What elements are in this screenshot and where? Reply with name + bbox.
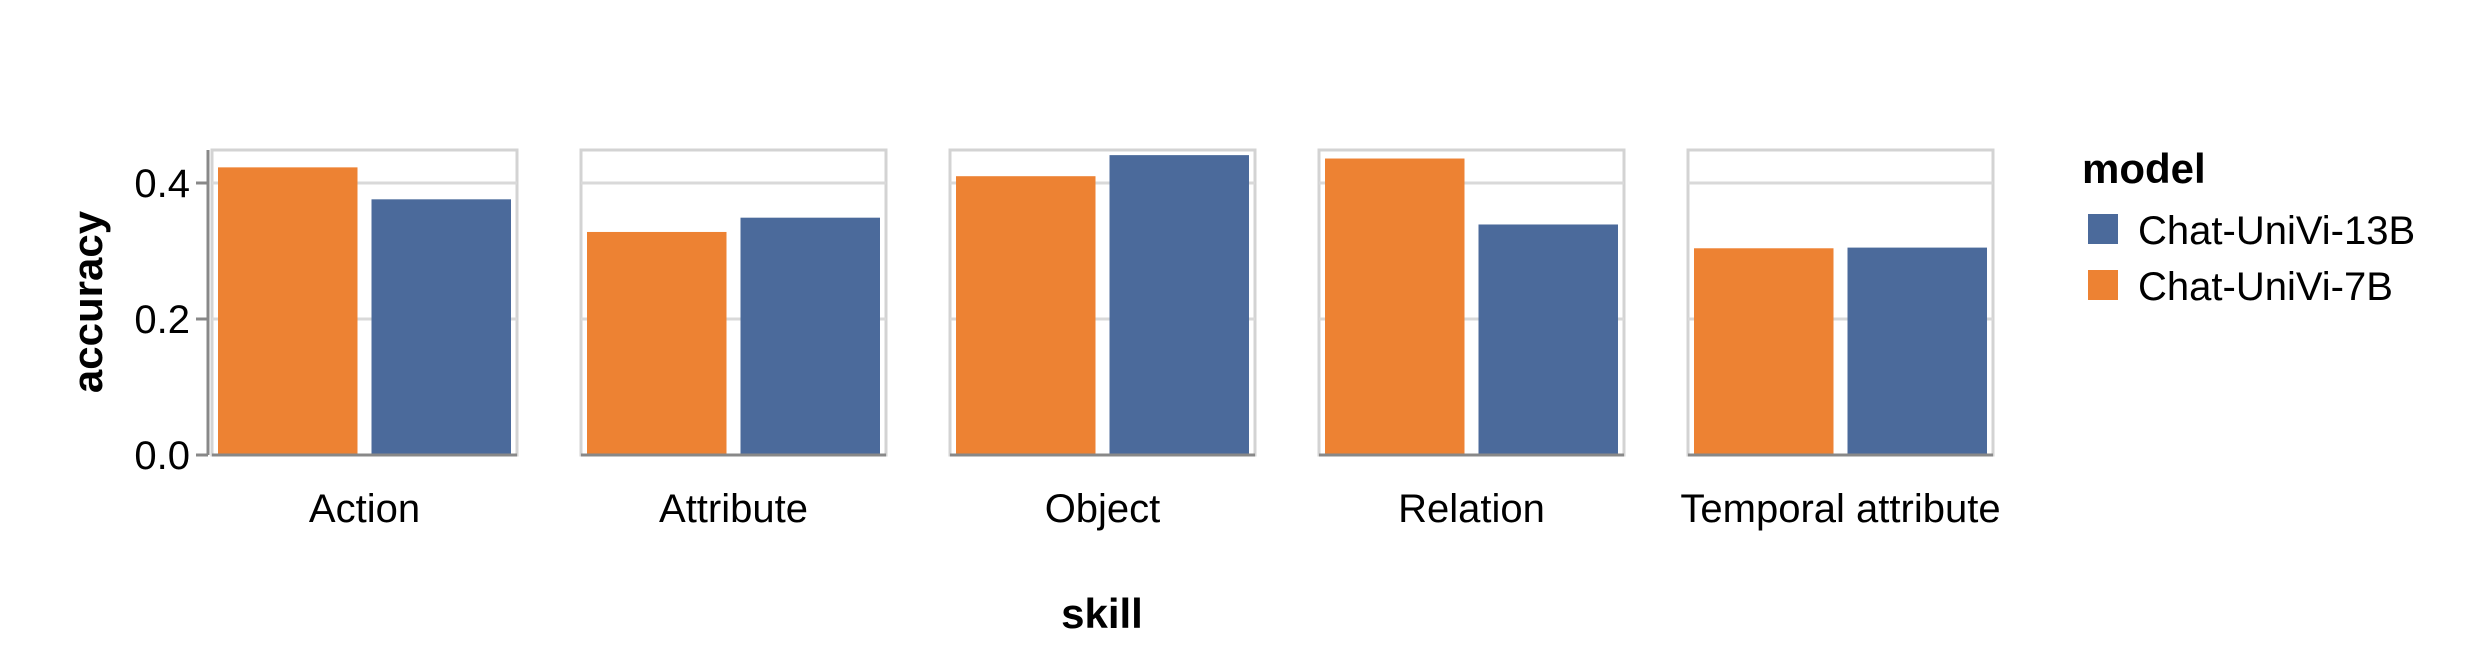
facet-object: Object — [948, 148, 1257, 531]
y-tick-label: 0.2 — [134, 298, 190, 342]
x-tick-label: Object — [1045, 487, 1161, 531]
y-tick-label: 0.4 — [134, 162, 190, 206]
legend-label-chat-univi-7b: Chat-UniVi-7B — [2138, 265, 2393, 309]
x-axis-title: skill — [1061, 590, 1143, 637]
facet-relation: Relation — [1317, 148, 1626, 531]
legend-title: model — [2082, 145, 2206, 192]
legend-swatch-chat-univi-13b — [2088, 214, 2118, 244]
facet-attribute: Attribute — [579, 148, 888, 531]
bar-action-chat-univi-7b — [218, 167, 358, 456]
x-tick-label: Relation — [1398, 487, 1545, 531]
x-tick-label: Temporal attribute — [1680, 487, 2000, 531]
y-axis-title: accuracy — [64, 210, 111, 393]
x-tick-label: Action — [309, 487, 420, 531]
bar-temporal-attribute-chat-univi-13b — [1847, 247, 1987, 455]
bar-attribute-chat-univi-13b — [740, 217, 880, 455]
bar-relation-chat-univi-13b — [1478, 224, 1618, 455]
bar-action-chat-univi-13b — [371, 199, 511, 455]
x-tick-label: Attribute — [659, 487, 808, 531]
legend-swatch-chat-univi-7b — [2088, 270, 2118, 300]
bar-object-chat-univi-7b — [956, 176, 1096, 455]
bar-temporal-attribute-chat-univi-7b — [1694, 248, 1834, 455]
bar-relation-chat-univi-7b — [1325, 158, 1465, 455]
y-axis: 0.0 0.2 0.4 — [134, 150, 210, 478]
facet-temporal-attribute: Temporal attribute — [1680, 148, 2001, 531]
bar-object-chat-univi-13b — [1109, 155, 1249, 455]
facet-panels: Action Attribute Object Relation Temporal at… — [210, 148, 2001, 531]
bar-attribute-chat-univi-7b — [587, 231, 727, 455]
legend-label-chat-univi-13b: Chat-UniVi-13B — [2138, 209, 2415, 253]
y-tick-label: 0.0 — [134, 434, 190, 478]
legend: model Chat-UniVi-13B Chat-UniVi-7B — [2082, 145, 2415, 309]
facet-action: Action — [210, 148, 519, 531]
